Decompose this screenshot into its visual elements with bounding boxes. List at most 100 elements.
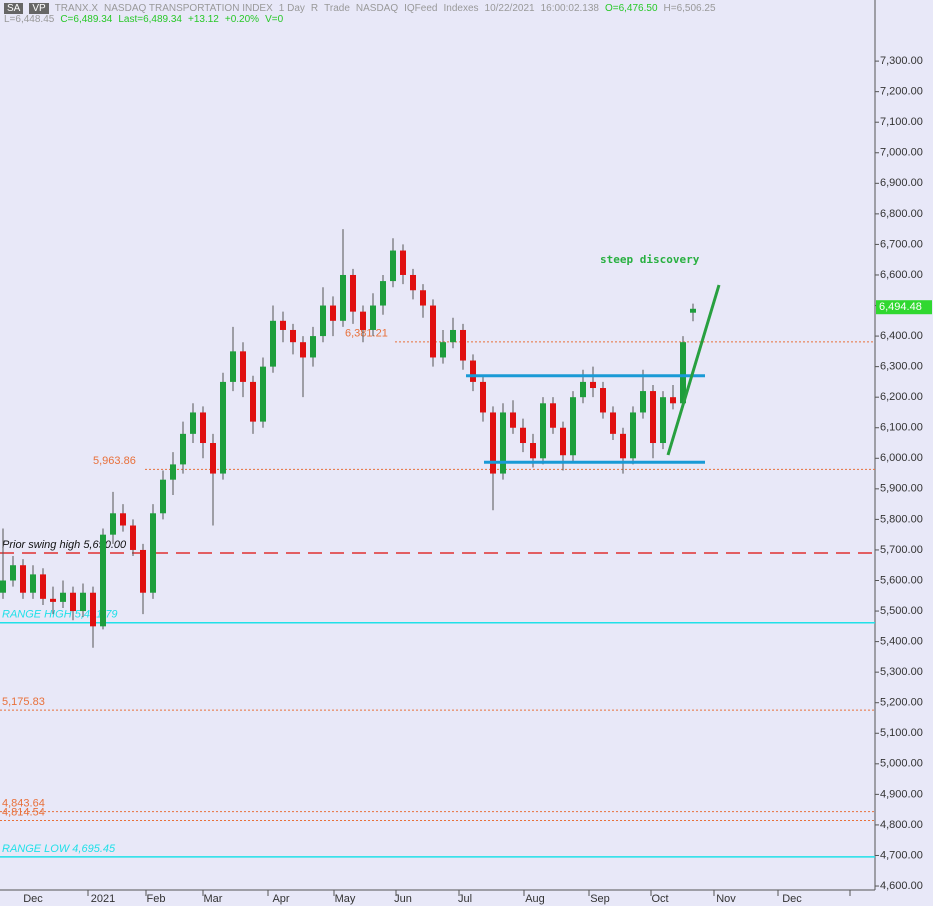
info: Last=6,489.34 xyxy=(118,14,182,25)
candle-body xyxy=(80,592,86,612)
price-tag-label: 6,494.48 xyxy=(879,301,922,313)
level-label: RANGE HIGH 5,461.79 xyxy=(2,609,118,621)
info: L=6,448.45 xyxy=(4,14,55,25)
candle-body xyxy=(420,290,426,306)
x-tick-label: Jul xyxy=(458,893,472,905)
candle-body xyxy=(230,351,236,382)
y-tick-label: 6,900.00 xyxy=(880,177,923,189)
candle-body xyxy=(460,329,466,361)
y-tick-label: 6,200.00 xyxy=(880,391,923,403)
interval[interactable]: 1 Day xyxy=(278,3,305,14)
trend-arrow xyxy=(666,284,721,456)
candle-body xyxy=(600,388,606,413)
y-tick-label: 6,000.00 xyxy=(880,452,923,464)
info: O=6,476.50 xyxy=(604,3,658,14)
candle-body xyxy=(240,351,246,382)
annotation: steep discovery xyxy=(600,253,700,266)
candle-body xyxy=(570,397,576,456)
level-label: 6,381.21 xyxy=(345,328,388,340)
x-tick-label: Nov xyxy=(716,893,736,905)
y-tick-label: 5,600.00 xyxy=(880,574,923,586)
info: IQFeed xyxy=(404,3,438,14)
y-tick-label: 7,200.00 xyxy=(880,86,923,98)
level-label: 4,814.54 xyxy=(2,806,45,818)
candle-body xyxy=(480,381,486,413)
candle-body xyxy=(430,305,436,358)
info: H=6,506.25 xyxy=(663,3,716,14)
candle-body xyxy=(350,274,356,312)
y-tick-label: 5,900.00 xyxy=(880,483,923,495)
candle-body xyxy=(330,305,336,321)
candle-body xyxy=(660,397,666,444)
candle-body xyxy=(210,443,216,474)
candle-body xyxy=(590,381,596,389)
candle-body xyxy=(340,274,346,321)
y-tick-label: 7,300.00 xyxy=(880,55,923,67)
candle-body xyxy=(390,250,396,282)
candle-body xyxy=(540,403,546,459)
x-tick-label: Dec xyxy=(782,893,802,905)
candle-body xyxy=(510,412,516,428)
candle-body xyxy=(30,574,36,593)
candle-body xyxy=(640,391,646,413)
candle-body xyxy=(320,305,326,337)
candle-body xyxy=(360,311,366,330)
candle-body xyxy=(170,464,176,480)
candle-body xyxy=(180,433,186,465)
candle-body xyxy=(120,513,126,526)
candle-body xyxy=(630,412,636,459)
candle-body xyxy=(550,403,556,428)
x-tick-label: Mar xyxy=(204,893,223,905)
candle-body xyxy=(650,391,656,444)
candle-body xyxy=(200,412,206,444)
x-tick-label: Feb xyxy=(147,893,166,905)
candle-body xyxy=(500,412,506,474)
candle-body xyxy=(40,574,46,599)
y-tick-label: 5,300.00 xyxy=(880,666,923,678)
y-tick-label: 4,900.00 xyxy=(880,788,923,800)
y-tick-label: 6,300.00 xyxy=(880,361,923,373)
button[interactable]: SA xyxy=(4,3,24,14)
level-label: RANGE LOW 4,695.45 xyxy=(2,843,116,855)
candle-body xyxy=(580,381,586,398)
candle-body xyxy=(300,342,306,358)
candle-body xyxy=(190,412,196,434)
symbol-name: NASDAQ TRANSPORTATION INDEX xyxy=(104,3,273,14)
x-tick-label: 2021 xyxy=(91,893,115,905)
candle-body xyxy=(270,320,276,367)
level-label: Prior swing high 5,690.00 xyxy=(2,539,127,551)
y-tick-label: 6,800.00 xyxy=(880,208,923,220)
level-label: 4,843.64 xyxy=(2,797,45,809)
candle-body xyxy=(250,381,256,422)
candle-body xyxy=(690,308,696,313)
candle-body xyxy=(110,513,116,535)
y-tick-label: 5,500.00 xyxy=(880,605,923,617)
candle-body xyxy=(520,427,526,444)
level-label: 5,175.83 xyxy=(2,696,45,708)
info: 16:00:02.138 xyxy=(540,3,599,14)
candle-body xyxy=(160,479,166,514)
candle-body xyxy=(60,592,66,602)
candle-body xyxy=(470,360,476,382)
candle-body xyxy=(680,342,686,404)
y-tick-label: 6,700.00 xyxy=(880,238,923,250)
y-tick-label: 4,800.00 xyxy=(880,819,923,831)
info: +13.12 xyxy=(188,14,219,25)
x-tick-label: Apr xyxy=(272,893,289,905)
button[interactable]: R xyxy=(310,3,319,14)
candle-body xyxy=(130,525,136,550)
y-tick-label: 6,100.00 xyxy=(880,422,923,434)
x-tick-label: Sep xyxy=(590,893,610,905)
candle-body xyxy=(380,281,386,306)
candle-body xyxy=(280,320,286,330)
candle-body xyxy=(70,592,76,612)
x-tick-label: Dec xyxy=(23,893,43,905)
y-tick-label: 6,600.00 xyxy=(880,269,923,281)
button[interactable]: VP xyxy=(29,3,49,14)
info: V=0 xyxy=(265,14,284,25)
info: +0.20% xyxy=(224,14,260,25)
symbol: TRANX.X xyxy=(54,3,99,14)
x-tick-label: Jun xyxy=(394,893,412,905)
candle-body xyxy=(670,397,676,404)
